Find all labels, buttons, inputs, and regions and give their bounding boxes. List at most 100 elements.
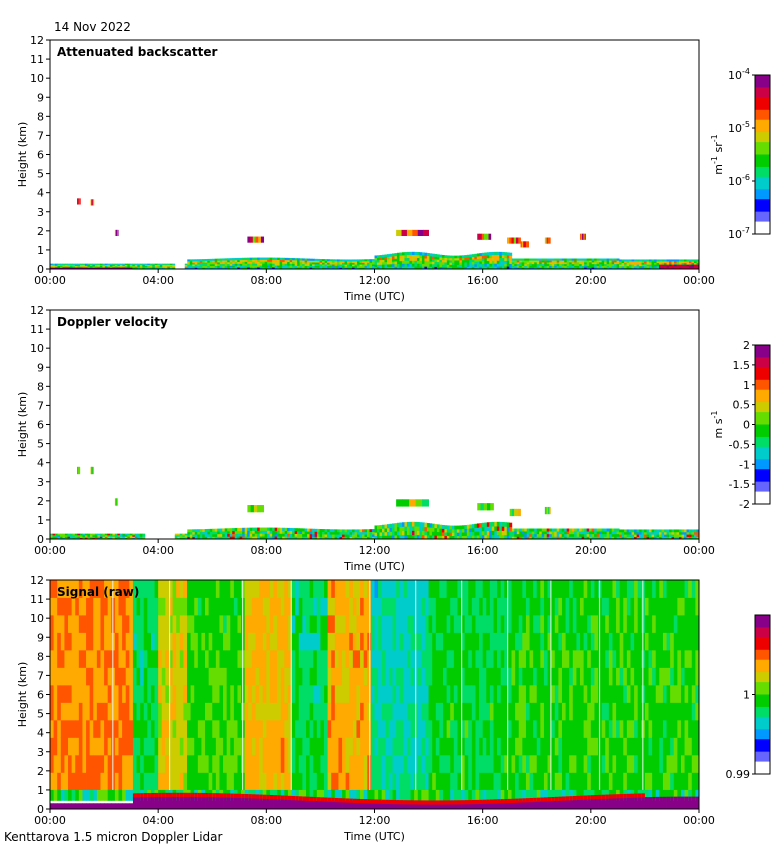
backscatter-cell (289, 265, 293, 268)
backscatter-cell (609, 267, 613, 270)
signal-cell (424, 754, 429, 773)
backscatter-cell (664, 262, 667, 265)
signal-cell (338, 737, 343, 756)
backscatter-cell (484, 257, 488, 262)
backscatter-cell (579, 258, 583, 261)
velocity-patch (78, 466, 80, 475)
signal-cell (399, 597, 404, 616)
backscatter-cell (312, 265, 315, 268)
velocity-cell (342, 531, 345, 535)
signal-cell (500, 799, 505, 804)
signal-cell (388, 614, 393, 633)
backscatter-cell (134, 263, 138, 265)
backscatter-cell (232, 265, 236, 268)
signal-cell (114, 702, 119, 721)
signal-cell (504, 632, 509, 651)
signal-cell (529, 801, 534, 810)
backscatter-cell (249, 261, 253, 264)
signal-cell (100, 737, 105, 756)
backscatter-cell (349, 265, 353, 268)
signal-cell (370, 580, 375, 598)
velocity-cell (486, 526, 490, 532)
backscatter-cell (292, 265, 296, 268)
backscatter-cell (404, 254, 408, 259)
backscatter-cell (137, 263, 141, 265)
backscatter-cell (384, 259, 388, 263)
velocity-cell (284, 530, 288, 534)
backscatter-cell (466, 254, 470, 258)
signal-cell (165, 702, 170, 721)
signal-cell (547, 632, 552, 651)
backscatter-cell (164, 263, 168, 265)
velocity-cell (264, 536, 268, 540)
signal-cell (150, 614, 155, 633)
backscatter-cell (89, 267, 93, 269)
panel-title: Doppler velocity (57, 315, 168, 329)
velocity-cell (449, 525, 453, 530)
backscatter-cell (571, 258, 575, 261)
signal-cell (529, 719, 534, 738)
velocity-cell (112, 534, 116, 537)
signal-cell (89, 614, 94, 633)
backscatter-cell (556, 260, 560, 263)
backscatter-cell (619, 261, 623, 264)
signal-cell (96, 754, 101, 773)
backscatter-cell (511, 260, 515, 263)
signal-cell (140, 580, 145, 598)
backscatter-cell (64, 263, 68, 265)
backscatter-cell (367, 267, 370, 270)
backscatter-patch (250, 236, 254, 243)
velocity-cell (114, 536, 118, 539)
backscatter-cell (322, 260, 325, 263)
signal-cell (154, 649, 159, 668)
backscatter-cell (204, 267, 208, 270)
signal-cell (140, 684, 145, 703)
velocity-cell (516, 536, 520, 540)
backscatter-cell (446, 262, 450, 265)
signal-cell (331, 737, 336, 756)
backscatter-cell (84, 264, 88, 266)
backscatter-cell (202, 265, 206, 268)
signal-cell (129, 614, 134, 633)
backscatter-cell (529, 260, 533, 263)
signal-cell (507, 719, 512, 738)
signal-cell (547, 597, 552, 616)
signal-cell (78, 684, 83, 703)
backscatter-cell (299, 258, 303, 261)
signal-cell (417, 684, 422, 703)
signal-cell (374, 772, 379, 791)
backscatter-cell (691, 264, 695, 267)
velocity-cell (586, 528, 590, 532)
backscatter-cell (267, 257, 271, 260)
velocity-cell (534, 533, 538, 537)
backscatter-cell (327, 265, 330, 268)
backscatter-cell (559, 262, 563, 265)
signal-cell (504, 754, 509, 773)
velocity-cell (257, 527, 261, 531)
signal-cell (201, 667, 206, 686)
backscatter-cell (209, 262, 213, 265)
backscatter-cell (544, 267, 548, 270)
backscatter-cell (689, 267, 692, 270)
backscatter-cell (666, 265, 670, 268)
signal-cell (378, 597, 383, 616)
signal-cell (479, 702, 484, 721)
signal-cell (439, 684, 444, 703)
backscatter-cell (72, 265, 76, 267)
velocity-cell (369, 531, 373, 535)
signal-cell (100, 614, 105, 633)
signal-cell (399, 632, 404, 651)
backscatter-cell (97, 264, 101, 266)
backscatter-cell (649, 265, 652, 268)
signal-cell (273, 649, 278, 668)
backscatter-cell (309, 265, 313, 268)
velocity-cell (89, 533, 93, 536)
signal-cell (248, 684, 253, 703)
backscatter-cell (214, 267, 218, 270)
x-tick-label: 00:00 (683, 814, 715, 827)
backscatter-patch (117, 229, 119, 237)
colorbar-swatch (755, 389, 770, 393)
backscatter-cell (461, 266, 465, 270)
colorbar-swatch (755, 397, 770, 401)
backscatter-cell (192, 259, 196, 262)
